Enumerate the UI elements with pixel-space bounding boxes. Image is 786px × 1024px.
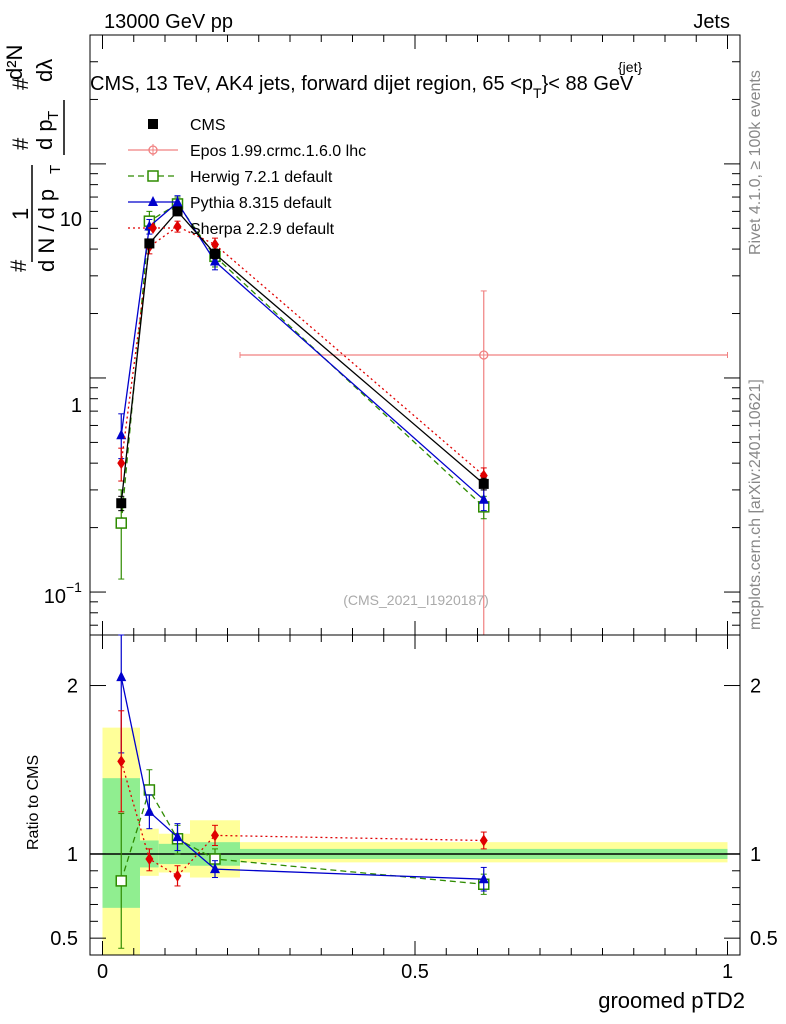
data-point-marker (173, 220, 182, 233)
series-sherpa-2-2-9-default (117, 710, 488, 887)
data-point-marker (211, 829, 219, 842)
series-pythia-8-315-default (116, 195, 489, 512)
site-label: mcplots.cern.ch [arXiv:2401.10621] (747, 379, 764, 630)
data-point-marker (172, 206, 183, 217)
data-point-marker (173, 869, 182, 882)
ytick-label-0p1-exp: −1 (66, 579, 82, 595)
ylabel-den-sub: T (47, 165, 64, 174)
beam-label: 13000 GeV pp (104, 11, 233, 33)
data-point-marker (172, 831, 183, 842)
series-cms (116, 206, 489, 512)
watermark: (CMS_2021_I1920187) (343, 592, 489, 608)
data-point-marker (149, 222, 157, 234)
legend-label: Pythia 8.315 default (190, 195, 332, 212)
data-point-marker (479, 834, 488, 847)
legend-item-sherpa-2-2-9-default: Sherpa 2.2.9 default (128, 221, 335, 238)
ylabel-d2n-den: d p (32, 119, 57, 150)
ratio-panel: 0.5 0.5 1 1 2 2 0 0.5 1 Ratio to CMS groomed pTD… (25, 634, 778, 1013)
series-sherpa-2-2-9-default (117, 220, 488, 485)
ylabel-den: d N / d p (34, 189, 59, 272)
xtick-label: 0.5 (401, 961, 429, 983)
data-point-marker (211, 238, 219, 251)
ratio-ytick-label-right: 1 (750, 844, 761, 866)
ratio-ytick-label-right: 0.5 (750, 928, 778, 950)
ylabel-one: 1 (8, 208, 33, 220)
legend-label: Epos 1.99.crmc.1.6.0 lhc (190, 143, 366, 160)
ytick-label-0p1-base: 10 (44, 586, 66, 608)
data-point-marker (147, 170, 159, 182)
x-axis-label: groomed pTD2 (598, 988, 745, 1013)
ylabel-d2n-den-sub: T (45, 111, 62, 120)
legend-item-epos-1-99-crmc-1-6-0-lhc: Epos 1.99.crmc.1.6.0 lhc (128, 143, 366, 160)
series-herwig-7-2-1-default (115, 196, 490, 580)
ratio-ylabel: Ratio to CMS (25, 755, 42, 850)
plot-title: CMS, 13 TeV, AK4 jets, forward dijet reg… (90, 73, 634, 101)
data-point-marker (117, 755, 126, 768)
series-line (120, 201, 485, 501)
data-point-marker (210, 255, 220, 266)
ytick-label-1: 1 (71, 395, 82, 417)
legend-item-herwig-7-2-1-default: Herwig 7.2.1 default (128, 169, 333, 186)
legend-label: Sherpa 2.2.9 default (190, 221, 335, 238)
data-point-marker (144, 805, 155, 816)
data-point-marker (116, 429, 127, 440)
ylabel-d2n: d²N (2, 45, 27, 80)
main-series (115, 195, 728, 636)
legend-label: Herwig 7.2.1 default (190, 169, 333, 186)
ylabel-hash-top: # (8, 77, 33, 90)
series-epos-1-99-crmc-1-6-0-lhc (239, 290, 728, 636)
ylabel-hash-mid: # (8, 137, 33, 150)
legend: CMS Epos 1.99.crmc.1.6.0 lhc Herwig 7.2.1 … (128, 117, 366, 238)
main-ytick-labels: 10 1 10 −1 (44, 209, 82, 608)
series-line (120, 210, 485, 504)
series-line (120, 225, 485, 477)
xtick-label: 0 (97, 961, 108, 983)
plot-title-tail: }< 88 GeV (542, 73, 634, 95)
xtick-label: 1 (722, 961, 733, 983)
ratio-series (115, 634, 490, 949)
ytick-label-10: 10 (60, 209, 82, 231)
data-point-marker (116, 671, 127, 682)
plot-title-sup: {jet} (618, 59, 642, 75)
series-line (120, 203, 485, 524)
data-point-marker (210, 248, 220, 259)
ratio-ytick-label: 2 (67, 676, 78, 698)
ratio-ytick-label: 0.5 (50, 928, 78, 950)
data-point-marker (148, 119, 158, 129)
main-ylabel: # 1 d N / d p T # # d²N d p T dλ (2, 45, 65, 272)
ratio-frame (89, 634, 741, 956)
data-point-marker (210, 863, 220, 874)
data-point-marker (115, 517, 127, 529)
data-point-marker (116, 498, 127, 509)
legend-item-cms: CMS (148, 117, 226, 134)
data-point-marker (478, 873, 489, 884)
plot-title-sub: T (533, 85, 542, 101)
ylabel-hash-left: # (6, 259, 31, 272)
tag-label: Jets (693, 11, 730, 33)
ratio-bands (90, 727, 740, 955)
main-ticks (90, 34, 740, 635)
ratio-tick-labels: 0.5 0.5 1 1 2 2 0 0.5 1 (50, 676, 778, 983)
data-point-marker (478, 478, 489, 489)
data-point-marker (478, 493, 489, 504)
data-point-marker (148, 196, 158, 206)
ylabel-dlambda: dλ (32, 59, 57, 82)
ratio-ticks (90, 635, 740, 955)
data-point-marker (144, 238, 155, 249)
data-point-marker (145, 853, 154, 865)
legend-label: CMS (190, 117, 226, 134)
legend-item-pythia-8-315-default: Pythia 8.315 default (128, 195, 332, 212)
ratio-ytick-label-right: 2 (750, 676, 761, 698)
main-frame (89, 34, 741, 636)
rivet-label: Rivet 4.1.0, ≥ 100k events (747, 70, 764, 255)
plot-title-main: CMS, 13 TeV, AK4 jets, forward dijet reg… (90, 73, 533, 95)
data-point-marker (117, 457, 126, 470)
ratio-ytick-label: 1 (67, 844, 78, 866)
data-point-marker (115, 875, 127, 887)
main-panel: 10 1 10 −1 CMS, 13 TeV, AK4 jets, forwar… (44, 34, 741, 636)
